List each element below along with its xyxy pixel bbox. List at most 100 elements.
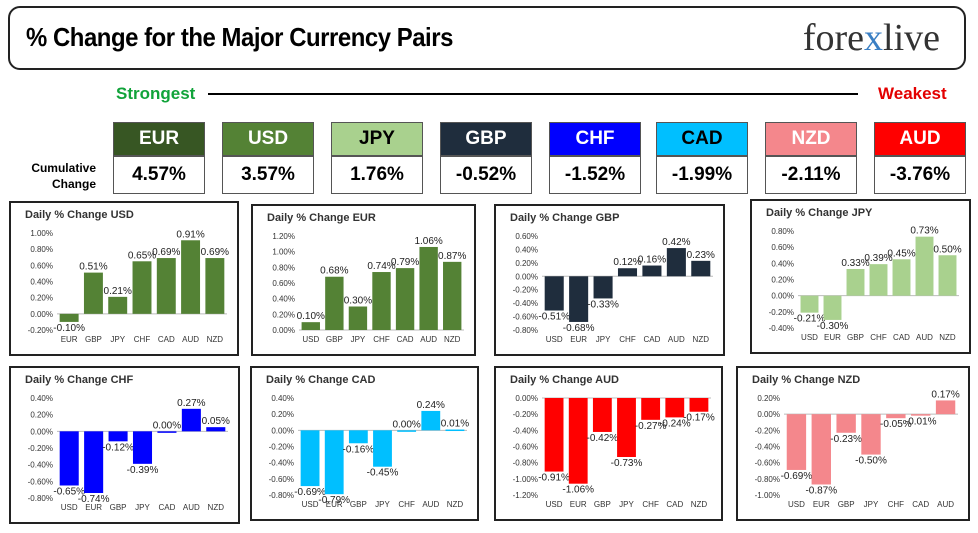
x-tick-label-aud: AUD [422,500,439,509]
data-label-usd: 0.10% [297,311,325,322]
data-label-eur: -0.10% [53,323,85,334]
y-tick-label: -0.60% [28,477,53,486]
x-tick-label-nzd: NZD [691,500,708,509]
bar-chf [397,430,417,432]
bar-gbp [325,276,344,330]
data-label-gbp: -0.23% [830,434,862,445]
y-tick-label: 0.60% [30,261,53,270]
y-tick-label: 0.20% [30,411,53,420]
cumulative-value-cad: -1.99% [656,156,748,194]
bar-nzd [205,258,225,314]
data-label-chf: 0.12% [613,257,641,268]
y-tick-label: -0.60% [513,313,538,322]
y-tick-label: -0.80% [755,475,780,484]
cumulative-value-chf: -1.52% [549,156,641,194]
x-tick-label-cad: CAD [397,335,414,344]
bar-gbp [108,431,128,442]
x-tick-label-eur: EUR [570,500,587,509]
currency-header-eur: EUR [113,122,205,156]
y-tick-label: 0.20% [30,294,53,303]
data-label-cad: 0.69% [152,247,180,258]
bar-usd [800,295,819,313]
data-label-usd: -0.21% [794,314,826,325]
bar-jpy [373,430,392,467]
x-tick-label-gbp: GBP [838,500,855,509]
data-label-usd: -0.51% [538,312,570,323]
x-tick-label-gbp: GBP [350,500,367,509]
y-tick-label: 0.60% [771,243,794,252]
data-label-eur: -1.06% [562,485,594,496]
data-label-cad: -0.24% [659,418,691,429]
bar-gbp [592,398,612,432]
bar-chart: -0.40% -0.20% 0.00% 0.20% 0.40% 0.60% 0.80% -0.… [769,226,962,342]
chart-title: Daily % Change USD [25,209,134,221]
chart-panel-6: Daily % Change AUD -1.20% -1.00% -0.80% -0.6… [494,366,723,521]
data-label-aud: 1.06% [414,236,442,247]
x-tick-label-eur: EUR [824,333,841,342]
data-label-cad: 0.00% [153,420,181,431]
bar-usd [300,430,320,487]
bar-aud [181,240,201,314]
weakest-label: Weakest [878,84,947,103]
x-tick-label-usd: USD [302,500,319,509]
x-tick-label-gbp: GBP [326,335,343,344]
y-tick-label: 1.00% [272,248,295,257]
x-tick-label-jpy: JPY [351,335,366,344]
x-tick-label-nzd: NZD [208,503,225,512]
x-tick-label-eur: EUR [326,500,343,509]
bar-cad [642,265,662,277]
data-label-gbp: -0.16% [343,444,375,455]
bar-nzd [445,429,465,432]
chart-panel-3: Daily % Change JPY -0.40% -0.20% 0.00% 0.20%… [750,199,971,354]
bar-gbp [348,430,368,444]
data-label-aud: 0.91% [176,229,204,240]
x-tick-label-nzd: NZD [444,335,461,344]
bar-chart: -0.80% -0.60% -0.40% -0.20% 0.00% 0.20% 0.40% -… [269,394,470,509]
y-tick-label: 0.20% [271,410,294,419]
y-tick-label: -0.80% [513,326,538,335]
y-tick-label: 0.20% [771,276,794,285]
cumulative-value-eur: 4.57% [113,156,205,194]
y-tick-label: 0.80% [30,245,53,254]
y-tick-label: 1.00% [30,229,53,238]
chart-panel-0: Daily % Change USD -0.20% 0.00% 0.20% 0.40% 0… [9,201,239,356]
bar-jpy [593,276,613,299]
bar-aud [419,246,438,330]
x-tick-label-aud: AUD [182,335,199,344]
x-tick-label-cad: CAD [666,500,683,509]
data-label-jpy: 0.30% [344,296,372,307]
bar-cad [665,398,685,418]
y-tick-label: -0.20% [513,286,538,295]
data-label-jpy: -0.39% [127,465,159,476]
forexlive-logo: forexlive [802,17,940,59]
y-tick-label: -0.20% [769,308,794,317]
y-tick-label: 0.80% [771,227,794,236]
strength-range-line [208,93,858,95]
x-tick-label-usd: USD [302,335,319,344]
y-tick-label: 0.20% [272,310,295,319]
chart-title: Daily % Change NZD [752,374,861,386]
currency-header-nzd: NZD [765,122,857,156]
currency-header-jpy: JPY [331,122,423,156]
bar-cad [156,258,176,314]
y-tick-label: 0.40% [271,394,294,403]
x-tick-label-nzd: NZD [939,333,956,342]
bar-usd [544,398,564,472]
x-tick-label-cad: CAD [643,335,660,344]
bar-aud [421,410,441,431]
x-tick-label-chf: CHF [870,333,887,342]
x-tick-label-cad: CAD [158,335,175,344]
data-label-cad: 0.16% [638,255,666,266]
strongest-label: Strongest [116,84,196,103]
bar-eur [811,414,831,485]
y-tick-label: 0.40% [515,245,538,254]
y-tick-label: -0.80% [269,491,294,500]
x-tick-label-jpy: JPY [596,335,611,344]
bar-gbp [83,272,103,314]
y-tick-label: 0.00% [771,292,794,301]
cumulative-value-usd: 3.57% [222,156,314,194]
currency-header-gbp: GBP [440,122,532,156]
data-label-eur: -0.30% [817,321,849,332]
y-tick-label: -0.20% [513,410,538,419]
bar-chart: -1.20% -1.00% -0.80% -0.60% -0.40% -0.20% 0.00… [513,394,715,509]
